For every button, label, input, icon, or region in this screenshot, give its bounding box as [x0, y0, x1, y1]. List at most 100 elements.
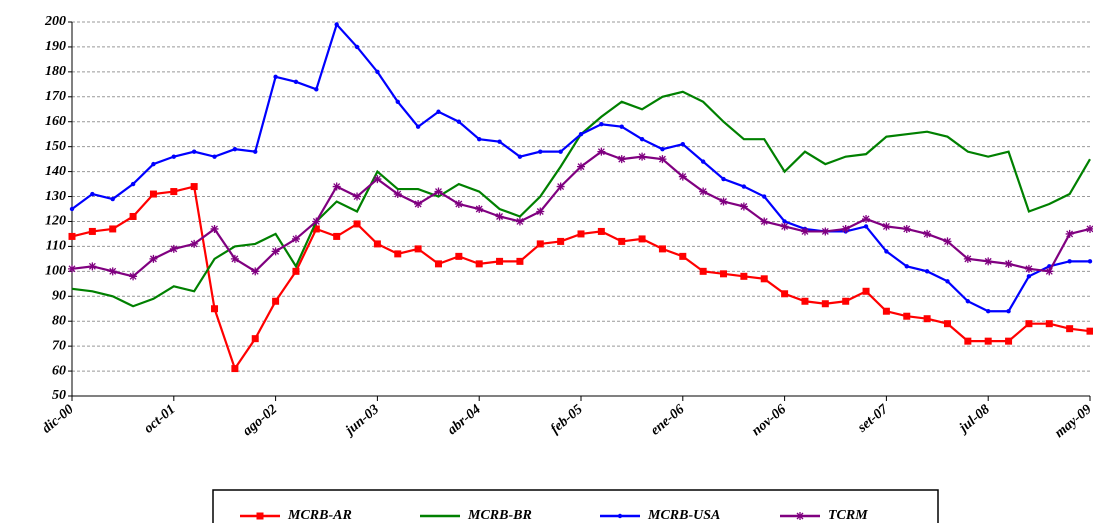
series	[69, 22, 1093, 314]
point	[109, 225, 117, 233]
point	[762, 194, 767, 199]
point	[1004, 259, 1013, 268]
point	[536, 207, 545, 216]
y-tick-label: 70	[52, 338, 66, 353]
legend-label: MCRB-AR	[287, 508, 352, 523]
point	[943, 237, 952, 246]
x-tick-label: dic-00	[40, 402, 77, 436]
point	[556, 182, 565, 191]
point	[801, 297, 809, 305]
point	[923, 229, 932, 238]
point	[841, 224, 850, 233]
point	[373, 240, 381, 248]
point	[1006, 309, 1011, 314]
x-tick-label: may-09	[1052, 402, 1093, 441]
point	[1025, 320, 1033, 328]
point	[129, 272, 138, 281]
legend-label: MCRB-BR	[467, 508, 532, 523]
point	[88, 227, 96, 235]
point	[577, 230, 585, 238]
point	[679, 252, 687, 260]
point	[293, 79, 299, 85]
point	[292, 267, 300, 275]
point	[211, 305, 219, 313]
point	[1005, 337, 1013, 345]
point	[434, 260, 442, 268]
point	[414, 245, 422, 253]
point	[658, 155, 667, 164]
line	[71, 90, 1091, 308]
point	[821, 227, 830, 236]
point	[638, 152, 647, 161]
point	[475, 260, 483, 268]
point	[108, 267, 117, 276]
point	[1026, 274, 1032, 279]
legend-label: TCRM	[828, 508, 868, 523]
point	[393, 190, 402, 199]
y-tick-label: 160	[45, 114, 66, 129]
point	[272, 297, 280, 305]
point	[415, 124, 421, 129]
point	[577, 162, 585, 171]
point	[782, 219, 787, 224]
point	[741, 184, 747, 189]
point	[517, 154, 523, 159]
point	[699, 187, 708, 196]
point	[699, 267, 707, 275]
y-tick-label: 50	[52, 388, 66, 403]
point	[536, 240, 544, 248]
point	[312, 217, 321, 226]
point	[251, 335, 259, 343]
point	[882, 307, 890, 315]
y-tick-label: 90	[52, 288, 66, 303]
point	[720, 270, 728, 278]
point	[760, 275, 768, 283]
point	[414, 200, 423, 209]
x-tick-label: oct-01	[141, 402, 178, 436]
point	[353, 192, 362, 201]
point	[497, 139, 502, 144]
point	[312, 225, 320, 233]
point	[884, 249, 889, 254]
point	[88, 262, 97, 271]
y-tick-label: 190	[45, 39, 66, 54]
point	[558, 149, 563, 154]
x-tick-label: ene-06	[648, 402, 687, 438]
legend-label: MCRB-USA	[647, 508, 720, 523]
point	[618, 237, 626, 245]
point	[516, 257, 524, 265]
legend-box	[212, 489, 939, 523]
point	[454, 200, 463, 209]
point	[170, 188, 178, 196]
point	[129, 212, 137, 220]
point	[395, 99, 400, 104]
y-tick-label: 120	[45, 214, 66, 229]
point	[90, 191, 95, 197]
y-tick-label: 150	[45, 139, 66, 154]
point	[190, 183, 198, 191]
point	[1086, 327, 1093, 335]
point	[924, 269, 930, 274]
point	[984, 337, 992, 345]
point	[291, 234, 300, 243]
point	[599, 122, 604, 127]
point	[821, 300, 829, 308]
point	[780, 222, 789, 231]
point	[334, 22, 339, 27]
point	[943, 320, 951, 328]
point	[456, 119, 462, 124]
point	[130, 181, 136, 187]
point	[760, 217, 769, 226]
point	[434, 187, 443, 196]
y-tick-label: 100	[45, 264, 66, 279]
point	[69, 206, 75, 212]
point	[353, 220, 361, 228]
y-tick-label: 200	[44, 14, 66, 29]
point	[740, 272, 748, 280]
point	[700, 159, 706, 164]
x-tick-label: jul-08	[955, 402, 992, 437]
series	[68, 183, 1093, 373]
x-tick-label: set-07	[854, 401, 891, 436]
point	[149, 190, 157, 198]
